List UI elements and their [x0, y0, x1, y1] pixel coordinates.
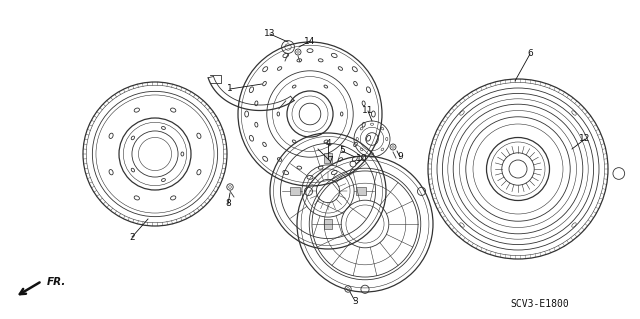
Text: 8: 8	[225, 199, 231, 209]
Text: 11: 11	[362, 107, 374, 115]
Text: 6: 6	[527, 49, 533, 58]
Bar	[356, 187, 366, 195]
Text: 1: 1	[227, 85, 233, 93]
Text: 4: 4	[325, 139, 331, 149]
Text: 2: 2	[129, 233, 135, 241]
Bar	[324, 219, 332, 229]
Text: 10: 10	[356, 154, 368, 164]
Text: 9: 9	[397, 152, 403, 161]
Text: 5: 5	[339, 146, 345, 155]
Text: 14: 14	[304, 36, 316, 46]
Text: SCV3-E1800: SCV3-E1800	[511, 299, 570, 309]
Text: 3: 3	[352, 296, 358, 306]
Bar	[290, 187, 300, 195]
Text: 12: 12	[579, 135, 591, 144]
Text: 13: 13	[264, 29, 276, 39]
Text: FR.: FR.	[47, 277, 67, 287]
Text: 7: 7	[327, 157, 333, 166]
Bar	[324, 153, 332, 163]
